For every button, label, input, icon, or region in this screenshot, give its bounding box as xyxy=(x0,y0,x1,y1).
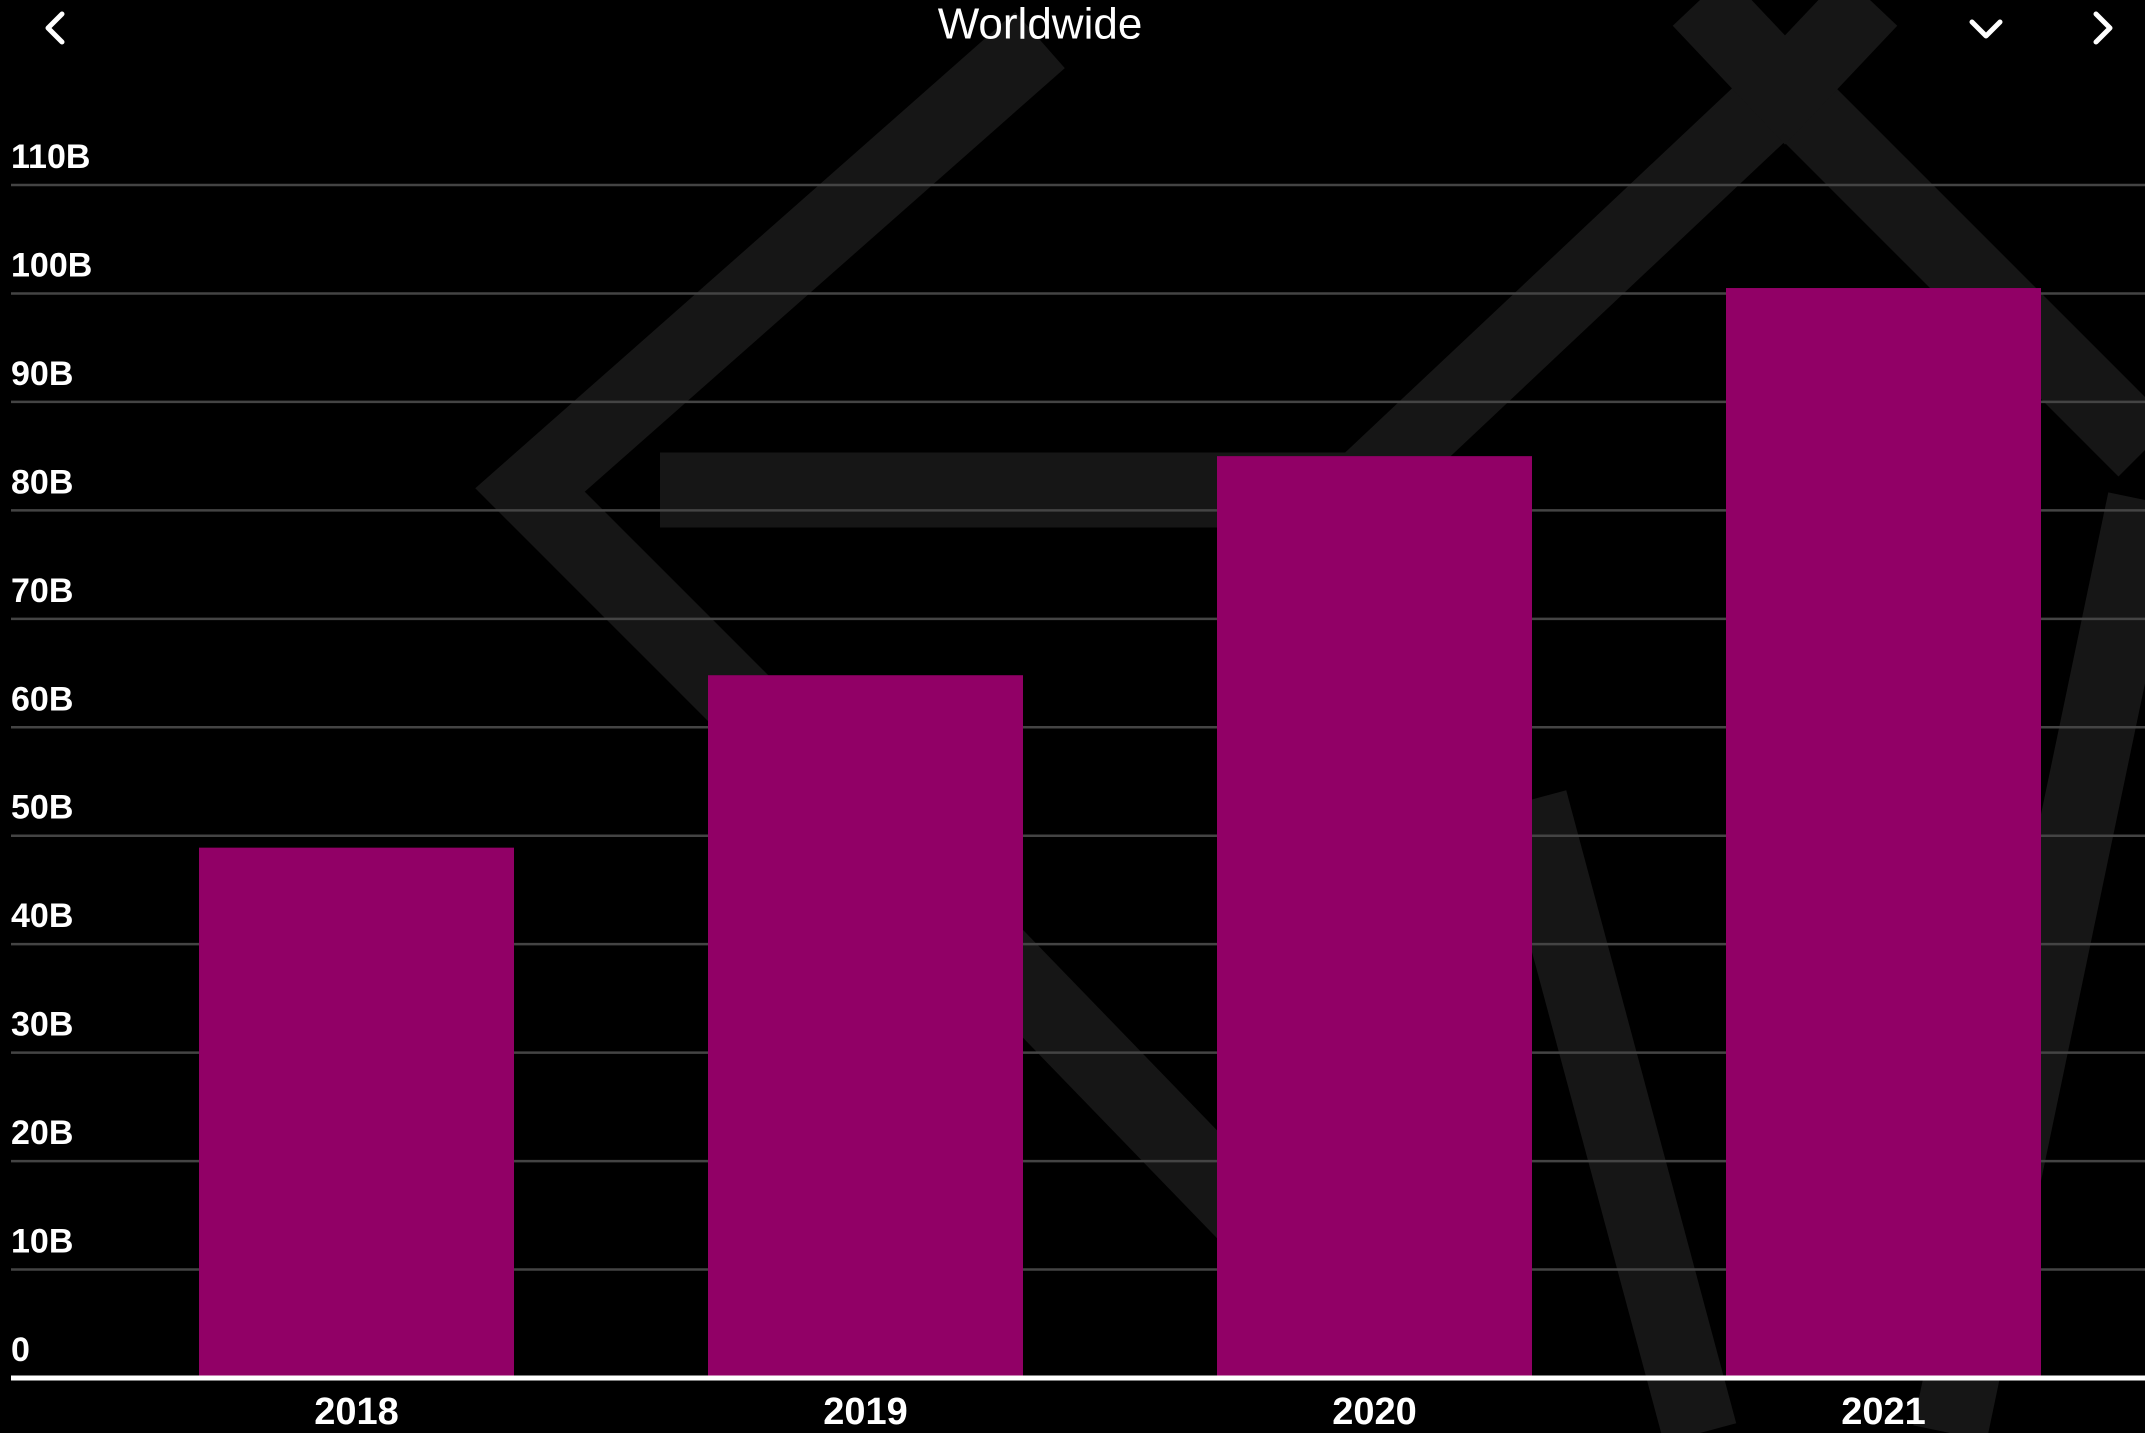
y-tick-label: 50B xyxy=(11,789,73,827)
x-tick-label: 2019 xyxy=(823,1391,908,1433)
chart-title: Worldwide xyxy=(938,0,1143,49)
y-tick-label: 40B xyxy=(11,897,73,935)
y-tick-label: 0 xyxy=(11,1331,30,1369)
y-tick-label: 10B xyxy=(11,1223,73,1261)
y-tick-label: 60B xyxy=(11,680,73,718)
y-tick-label: 110B xyxy=(11,138,90,176)
x-tick-label: 2018 xyxy=(314,1391,399,1433)
bar xyxy=(199,847,514,1378)
bar xyxy=(1726,288,2041,1378)
forward-button[interactable] xyxy=(2093,11,2113,45)
watermark-stroke xyxy=(1672,0,1898,145)
bar xyxy=(1217,456,1532,1378)
y-tick-label: 30B xyxy=(11,1006,73,1044)
dropdown-button[interactable] xyxy=(1969,19,2003,39)
y-tick-label: 80B xyxy=(11,463,73,501)
watermark-stroke xyxy=(1493,790,1737,1433)
bar xyxy=(708,675,1023,1378)
y-tick-label: 90B xyxy=(11,355,73,393)
plot: 0 10B 20B 30B 40B 50B 60B 70B 80B 90B 100B 110B 2018… xyxy=(11,138,2145,1433)
x-tick-label: 2021 xyxy=(1841,1391,1926,1433)
y-tick-label: 70B xyxy=(11,572,73,610)
watermark-stroke xyxy=(660,37,2145,528)
y-tick-label: 20B xyxy=(11,1114,73,1152)
y-tick-label: 100B xyxy=(11,246,92,284)
back-button[interactable] xyxy=(45,11,65,45)
x-tick-label: 2020 xyxy=(1332,1391,1417,1433)
